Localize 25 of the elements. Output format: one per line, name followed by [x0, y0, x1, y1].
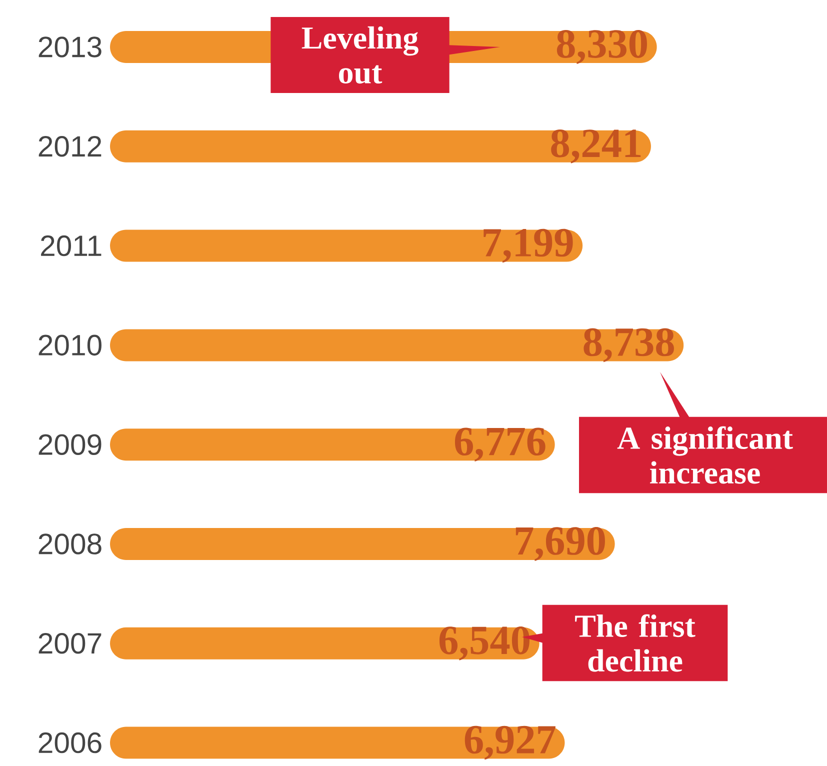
bar — [110, 230, 583, 262]
y-tick-label: 2010 — [38, 334, 102, 356]
bar — [110, 726, 565, 759]
annotation: The first decline — [575, 614, 696, 672]
bar — [110, 130, 651, 162]
bar — [110, 329, 684, 362]
y-tick-label: 2006 — [38, 732, 102, 754]
y-tick-label: 2012 — [38, 136, 102, 157]
y-tick-label: 2011 — [41, 235, 102, 256]
data-label: 7,199 — [484, 228, 573, 263]
data-label: 6,540 — [439, 626, 530, 660]
data-label: 8,241 — [551, 129, 641, 164]
y-tick-label: 2008 — [38, 534, 102, 554]
y-tick-label: 2013 — [38, 36, 102, 58]
data-label: 6,776 — [454, 428, 546, 462]
data-label: 7,690 — [516, 527, 605, 561]
bar — [110, 528, 615, 560]
y-tick-label: 2009 — [38, 434, 102, 455]
y-tick-label: 2007 — [38, 633, 102, 654]
data-label: 8,330 — [556, 30, 647, 64]
annotation: A significant increase — [617, 426, 793, 484]
data-label: 6,927 — [464, 726, 556, 760]
data-label: 8,738 — [584, 328, 674, 362]
bar — [110, 428, 555, 461]
annotation: Leveling out — [302, 26, 418, 84]
